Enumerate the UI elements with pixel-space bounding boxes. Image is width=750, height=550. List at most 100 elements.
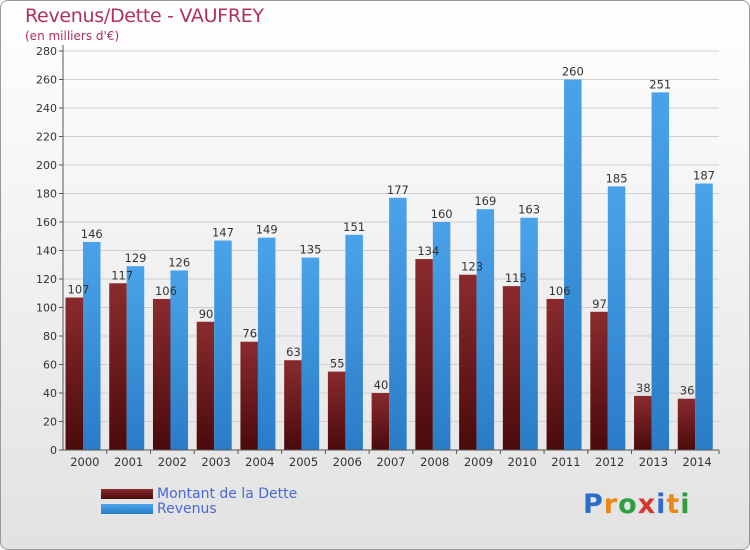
- bar-debt: [502, 286, 521, 450]
- legend-swatch-debt: [101, 489, 153, 499]
- logo-letter: r: [603, 489, 619, 520]
- data-label-debt: 36: [680, 384, 695, 398]
- bar-revenue: [301, 257, 320, 450]
- data-label-debt: 106: [155, 284, 177, 298]
- data-label-debt: 123: [461, 260, 483, 274]
- bar-revenue: [607, 186, 626, 450]
- bar-revenue: [170, 270, 188, 450]
- y-tick-label: 180: [36, 188, 57, 201]
- x-tick-label: 2006: [333, 455, 362, 469]
- y-tick-label: 160: [36, 216, 57, 229]
- legend-label-revenue: Revenus: [157, 501, 217, 517]
- bar-debt: [65, 297, 83, 450]
- data-label-revenue: 185: [606, 171, 628, 185]
- bar-debt: [240, 341, 258, 450]
- data-label-revenue: 126: [168, 255, 190, 269]
- logo-letter: i: [656, 489, 667, 520]
- bar-revenue: [564, 79, 582, 450]
- y-tick-label: 140: [36, 245, 57, 258]
- y-tick-label: 240: [36, 102, 57, 115]
- logo-letter: P: [583, 489, 604, 520]
- bar-debt: [415, 259, 433, 450]
- data-label-debt: 55: [330, 357, 345, 371]
- x-tick-label: 2013: [639, 455, 668, 469]
- y-tick-label: 80: [43, 330, 57, 343]
- y-tick-label: 120: [36, 273, 57, 286]
- x-tick-label: 2003: [201, 455, 230, 469]
- x-tick-label: 2009: [464, 455, 493, 469]
- y-tick-label: 60: [43, 359, 57, 372]
- x-tick-label: 2002: [158, 455, 187, 469]
- data-label-revenue: 147: [212, 226, 234, 240]
- bar-revenue: [389, 197, 407, 450]
- bar-debt: [109, 283, 127, 450]
- bar-revenue: [83, 241, 101, 450]
- data-label-revenue: 163: [518, 203, 540, 217]
- y-tick-label: 20: [43, 416, 57, 429]
- bar-debt: [327, 371, 346, 450]
- data-label-debt: 76: [242, 327, 257, 341]
- y-tick-label: 260: [36, 74, 57, 87]
- data-label-debt: 63: [286, 345, 301, 359]
- chart-title: Revenus/Dette - VAUFREY: [25, 5, 264, 27]
- data-label-debt: 106: [549, 284, 571, 298]
- y-tick-label: 280: [36, 45, 57, 58]
- x-tick-label: 2005: [289, 455, 318, 469]
- x-tick-label: 2001: [114, 455, 143, 469]
- data-label-revenue: 169: [474, 194, 496, 208]
- x-tick-label: 2007: [376, 455, 405, 469]
- data-label-debt: 107: [68, 283, 90, 297]
- bar-debt: [590, 311, 608, 450]
- data-label-revenue: 177: [387, 183, 409, 197]
- x-tick-label: 2004: [245, 455, 274, 469]
- y-tick-label: 220: [36, 131, 57, 144]
- bar-revenue: [432, 222, 451, 450]
- bar-revenue: [214, 240, 232, 450]
- data-label-debt: 117: [111, 268, 133, 282]
- chart-subtitle: (en milliers d'€): [25, 29, 120, 43]
- bar-debt: [196, 321, 215, 450]
- logo-letter: i: [680, 489, 691, 520]
- data-label-revenue: 135: [299, 243, 321, 257]
- data-label-debt: 90: [199, 307, 214, 321]
- data-label-revenue: 149: [256, 223, 278, 237]
- data-label-debt: 40: [374, 378, 389, 392]
- bar-debt: [546, 298, 565, 450]
- legend-label-debt: Montant de la Dette: [157, 486, 298, 502]
- logo-letter: t: [666, 489, 681, 520]
- bar-debt: [371, 393, 390, 450]
- logo-letter: x: [637, 489, 657, 520]
- data-label-debt: 97: [592, 297, 607, 311]
- legend-swatch-revenue: [101, 504, 153, 514]
- x-tick-label: 2014: [682, 455, 711, 469]
- proxiti-logo: Proxiti: [583, 489, 691, 520]
- bar-revenue: [695, 183, 713, 450]
- bar-revenue: [257, 237, 276, 450]
- bar-revenue: [126, 266, 145, 450]
- x-tick-label: 2008: [420, 455, 449, 469]
- logo-letter: o: [618, 489, 638, 520]
- data-label-revenue: 187: [693, 169, 715, 183]
- data-label-revenue: 146: [81, 227, 103, 241]
- bar-debt: [634, 395, 652, 450]
- y-tick-label: 200: [36, 159, 57, 172]
- y-tick-label: 0: [50, 444, 57, 457]
- x-tick-label: 2010: [508, 455, 537, 469]
- bar-revenue: [520, 217, 538, 450]
- data-label-revenue: 129: [125, 251, 147, 265]
- x-tick-label: 2011: [551, 455, 580, 469]
- data-label-debt: 38: [636, 381, 651, 395]
- bar-debt: [284, 360, 302, 450]
- bar-debt: [459, 274, 477, 450]
- data-label-revenue: 260: [562, 65, 584, 79]
- x-tick-label: 2000: [70, 455, 99, 469]
- bar-revenue: [345, 234, 363, 450]
- data-label-revenue: 251: [649, 77, 671, 91]
- data-label-revenue: 151: [343, 220, 365, 234]
- y-tick-label: 40: [43, 387, 57, 400]
- y-tick-label: 100: [36, 302, 57, 315]
- bar-debt: [152, 298, 171, 450]
- data-label-revenue: 160: [431, 207, 453, 221]
